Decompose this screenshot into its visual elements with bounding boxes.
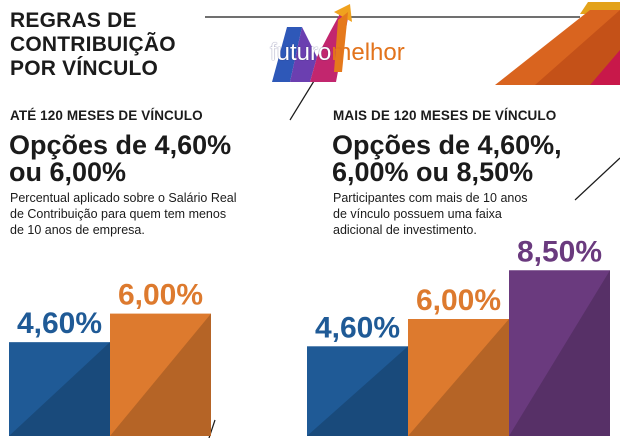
section-desc-right-line1: Participantes com mais de 10 anos: [333, 191, 528, 205]
bar-chart-left: 4,60% 6,00%: [9, 279, 211, 436]
bar-label-1-2: 8,50%: [517, 235, 602, 268]
bar-0-0: [9, 342, 110, 436]
section-heading-right-line2: 6,00% ou 8,50%: [332, 157, 534, 187]
page-title: REGRAS DE CONTRIBUIÇÃO POR VÍNCULO: [10, 9, 176, 80]
section-desc-left-line1: Percentual aplicado sobre o Salário Real: [10, 191, 237, 205]
section-desc-right-line2: de vínculo possuem uma faixa: [333, 207, 502, 221]
logo-word-futuro: futuro: [270, 39, 332, 66]
bar-label-1-1: 6,00%: [416, 284, 501, 317]
section-heading-left-line1: Opções de 4,60%: [9, 130, 232, 160]
bar-1-0: [307, 346, 408, 436]
section-desc-right-line3: adicional de investimento.: [333, 223, 477, 237]
section-desc-left-line2: de Contribuição para quem tem menos: [10, 207, 227, 221]
bar-label-0-0: 4,60%: [17, 307, 102, 340]
bar-label-0-1: 6,00%: [118, 279, 203, 312]
section-heading-left-line2: ou 6,00%: [9, 157, 127, 187]
section-heading-right-line1: Opções de 4,60%,: [332, 130, 562, 160]
bar-label-1-0: 4,60%: [315, 311, 400, 344]
bar-chart-right: 4,60% 6,00% 8,50%: [307, 235, 610, 436]
section-desc-left-line3: de 10 anos de empresa.: [10, 223, 145, 237]
section-label-left: ATÉ 120 MESES DE VÍNCULO: [10, 108, 203, 123]
section-label-right: MAIS DE 120 MESES DE VÍNCULO: [333, 108, 557, 123]
bar-1-2: [509, 270, 610, 436]
futuro-melhor-logo-text: futuromelhor: [270, 40, 405, 66]
bar-1-1: [408, 319, 509, 436]
bar-0-1: [110, 313, 211, 436]
futuro-melhor-logo-mark: [272, 4, 352, 82]
logo-word-melhor: melhor: [331, 39, 405, 66]
